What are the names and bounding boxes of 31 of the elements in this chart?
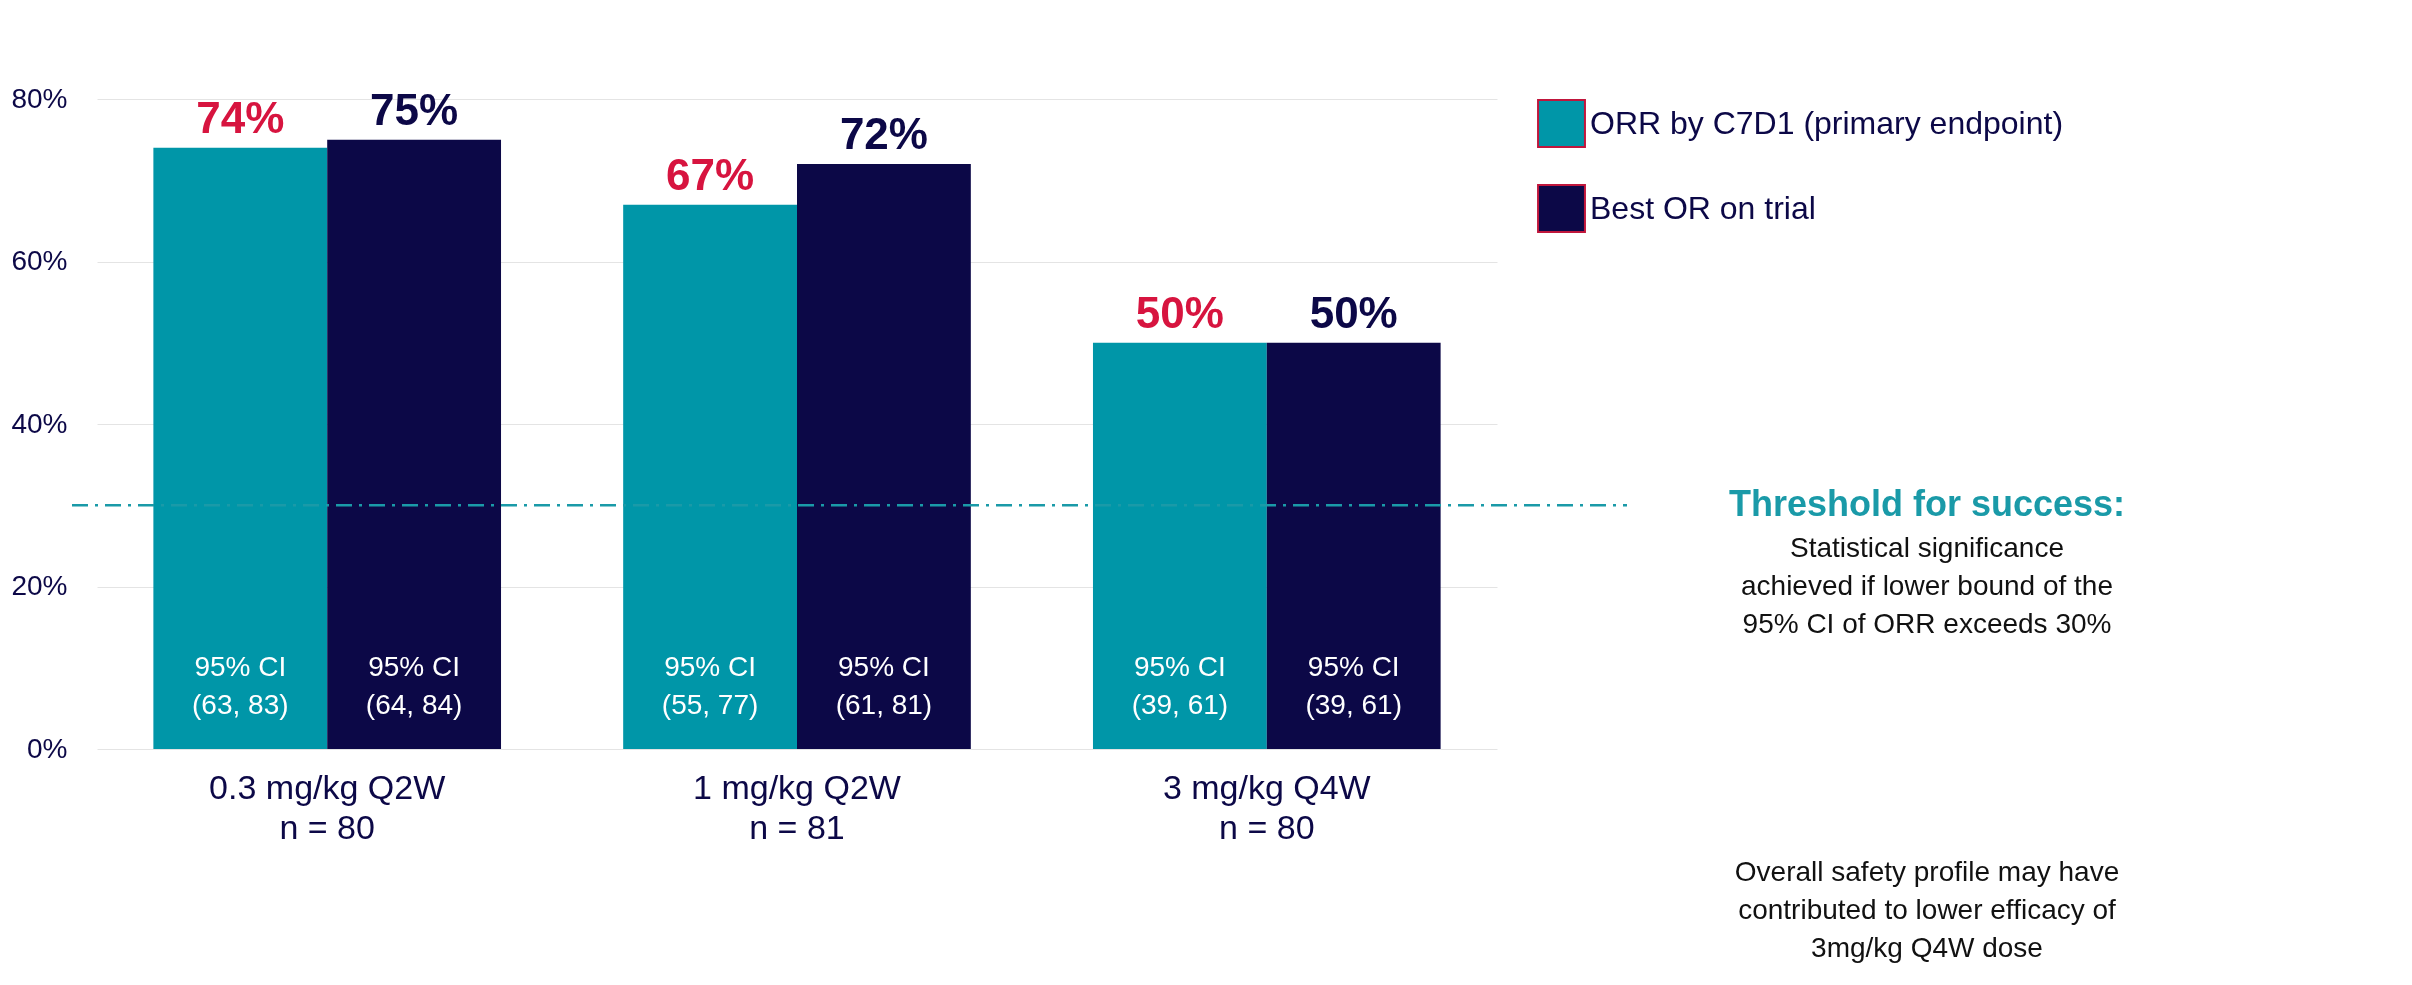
x-tick-label: 0.3 mg/kg Q2W n = 80 <box>209 767 446 846</box>
data-label: 75% <box>370 84 459 134</box>
bar <box>153 147 328 749</box>
y-tick-label: 0% <box>27 732 68 764</box>
x-tick-label: 1 mg/kg Q2W n = 81 <box>693 767 901 846</box>
annotation: 95% CI (39, 61) <box>1131 651 1229 720</box>
data-label: 50% <box>1309 287 1398 337</box>
y-tick-label: 40% <box>11 407 68 439</box>
annotation: 95% CI (39, 61) <box>1305 651 1402 720</box>
ref-line-label: Threshold for success: <box>1728 483 2126 525</box>
y-tick-label: 80% <box>11 82 68 114</box>
data-label: 74% <box>196 92 285 142</box>
legend-label: ORR by C7D1 (primary endpoint) <box>1590 104 2064 141</box>
annotation: 95% CI (63, 83) <box>192 651 289 720</box>
bar <box>327 139 502 749</box>
bar <box>797 164 971 749</box>
annotation: 95% CI (64, 84) <box>365 651 463 720</box>
y-tick-label: 60% <box>11 245 68 276</box>
legend-label: Best OR on trial <box>1590 189 1816 226</box>
data-label: 72% <box>839 109 928 158</box>
bar <box>623 204 797 749</box>
data-label: 67% <box>666 149 755 199</box>
y-tick-label: 20% <box>11 570 68 601</box>
x-tick-label: 3 mg/kg Q4W n = 80 <box>1162 767 1371 846</box>
data-label: 50% <box>1135 287 1224 337</box>
text: Overall safety profile may have contributed to lower efficacy of 3mg/kg Q4W dose <box>1734 856 2120 963</box>
bar <box>1266 342 1441 749</box>
annotation: 95% CI (61, 81) <box>835 651 933 720</box>
annotation: 95% CI (55, 77) <box>661 651 759 720</box>
bar <box>1092 342 1267 749</box>
text: Statistical significance achieved if lower bound of the 95% CI of ORR exceeds 30% <box>1740 532 2114 640</box>
